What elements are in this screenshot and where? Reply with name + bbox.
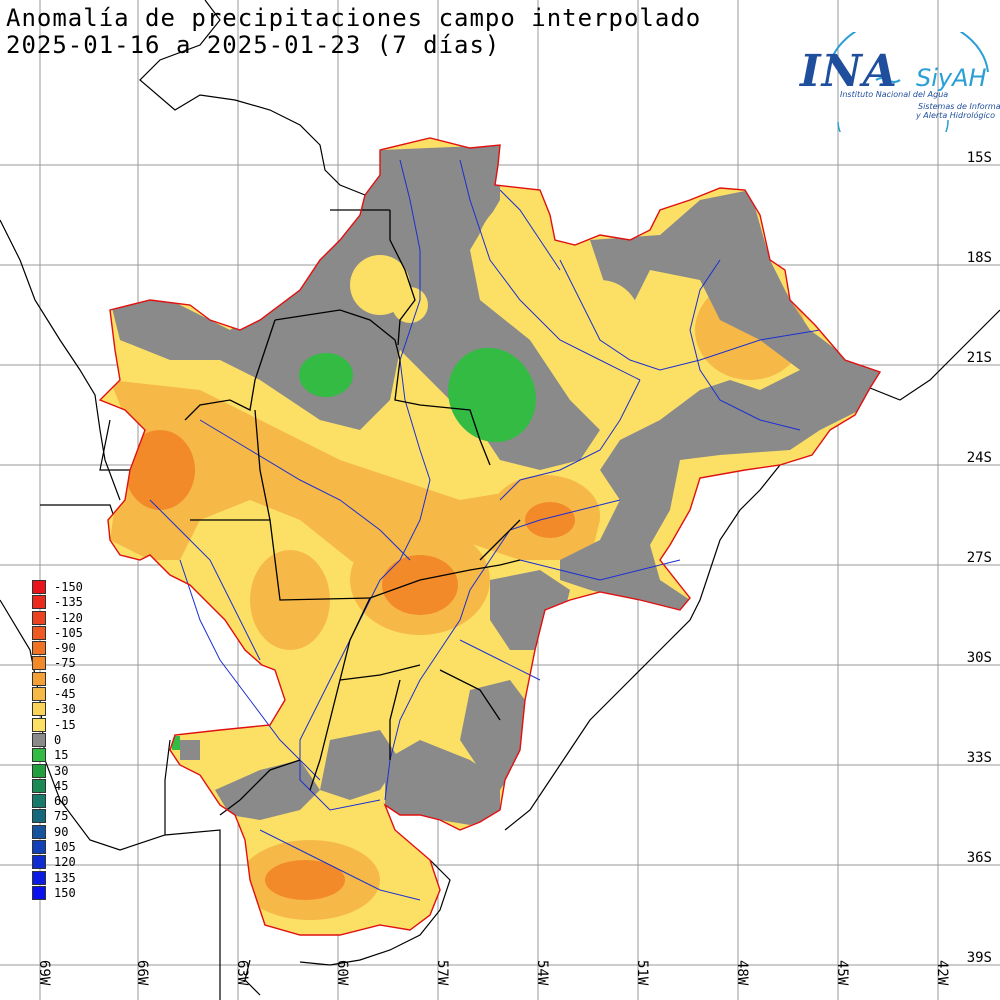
latitude-label: 30S xyxy=(966,650,992,666)
legend-label: -15 xyxy=(54,717,76,732)
legend-label: 75 xyxy=(54,809,69,824)
legend-entry: -135 xyxy=(32,595,92,610)
legend-label: 105 xyxy=(54,840,76,855)
latitude-label: 18S xyxy=(966,250,992,266)
legend-entry: -30 xyxy=(32,702,92,717)
longitude-label: 54W xyxy=(534,960,550,986)
legend-swatch xyxy=(32,840,46,855)
legend-label: 150 xyxy=(54,885,76,900)
logo-swoosh-icon xyxy=(826,32,989,132)
legend-swatch xyxy=(32,732,46,747)
latitude-label: 15S xyxy=(966,150,992,166)
longitude-label: 66W xyxy=(134,960,150,986)
latitude-label: 24S xyxy=(966,450,992,466)
legend-label: 0 xyxy=(54,732,62,747)
legend-entry: 45 xyxy=(32,778,92,794)
legend-entry: 90 xyxy=(32,824,92,840)
legend-swatch xyxy=(32,671,46,686)
longitude-label: 51W xyxy=(634,960,650,986)
legend-swatch xyxy=(32,870,46,885)
legend-entry: -90 xyxy=(32,641,92,656)
legend-label: 15 xyxy=(54,748,69,763)
legend-entry: 30 xyxy=(32,763,92,779)
legend-entry: 135 xyxy=(32,870,92,886)
longitude-label: 45W xyxy=(834,960,850,986)
legend-swatch xyxy=(32,778,46,793)
legend-entry: 15 xyxy=(32,748,92,763)
logo-ina-text: INA xyxy=(800,46,898,97)
legend-label: 60 xyxy=(54,794,69,809)
legend-entry: -75 xyxy=(32,656,92,671)
longitude-label: 60W xyxy=(334,960,350,986)
legend-entry: 120 xyxy=(32,855,92,870)
longitude-label: 69W xyxy=(36,960,52,986)
legend-entry: 150 xyxy=(32,885,92,901)
ina-siyah-logo: INA SiyAH Instituto Nacional del Agua Si… xyxy=(798,32,1000,132)
legend-entry: 0 xyxy=(32,732,92,748)
longitude-label: 63W xyxy=(234,960,250,986)
legend-label: -60 xyxy=(54,671,76,686)
latitude-label: 27S xyxy=(966,550,992,566)
legend-label: -45 xyxy=(54,687,76,702)
legend-entry: 75 xyxy=(32,809,92,824)
legend-swatch xyxy=(32,687,46,702)
legend-swatch xyxy=(32,641,46,656)
logo-siyah-text: SiyAH xyxy=(916,64,987,92)
legend-swatch xyxy=(32,595,46,610)
legend-label: 30 xyxy=(54,763,69,778)
legend-label: -135 xyxy=(54,595,83,610)
legend-entry: -120 xyxy=(32,610,92,626)
legend-label: -120 xyxy=(54,610,83,625)
longitude-label: 57W xyxy=(434,960,450,986)
logo-institute-text: Instituto Nacional del Agua xyxy=(840,90,949,99)
legend-entry: -45 xyxy=(32,687,92,702)
legend-label: -75 xyxy=(54,656,76,671)
legend-swatch xyxy=(32,610,46,625)
rivers xyxy=(149,159,821,901)
legend-swatch xyxy=(32,580,46,594)
legend-entry: 60 xyxy=(32,794,92,809)
legend-entry: 105 xyxy=(32,840,92,855)
logo-system-text: Sistemas de Información xyxy=(918,102,1000,111)
legend-swatch xyxy=(32,763,46,778)
latitude-label: 39S xyxy=(966,950,992,966)
legend-entry: -105 xyxy=(32,625,92,641)
legend-label: 120 xyxy=(54,855,76,870)
latitude-label: 36S xyxy=(966,850,992,866)
legend-label: -30 xyxy=(54,702,76,717)
map-title: Anomalía de precipitaciones campo interp… xyxy=(6,4,702,32)
legend-label: -90 xyxy=(54,641,76,656)
legend-entry: -15 xyxy=(32,717,92,733)
color-legend: -150 -135 -120 -105 -90 -75 -60 -45 -30 -15 0 15 30 4… xyxy=(32,580,92,901)
internal-borders xyxy=(184,209,521,816)
legend-label: 135 xyxy=(54,870,76,885)
legend-swatch xyxy=(32,625,46,640)
legend-swatch xyxy=(32,748,46,763)
latitude-label: 33S xyxy=(966,750,992,766)
legend-swatch xyxy=(32,702,46,717)
longitude-label: 42W xyxy=(934,960,950,986)
legend-swatch xyxy=(32,824,46,839)
longitude-label: 48W xyxy=(734,960,750,986)
legend-swatch xyxy=(32,885,46,900)
legend-entry: -150 xyxy=(32,580,92,595)
legend-label: 90 xyxy=(54,824,69,839)
legend-swatch xyxy=(32,656,46,671)
legend-swatch xyxy=(32,794,46,809)
logo-alert-text: y Alerta Hidrológico xyxy=(916,111,995,120)
map-date-range: 2025-01-16 a 2025-01-23 (7 días) xyxy=(6,31,501,59)
legend-swatch xyxy=(32,809,46,824)
legend-entry: -60 xyxy=(32,671,92,687)
legend-swatch xyxy=(32,717,46,732)
legend-label: -105 xyxy=(54,625,83,640)
legend-swatch xyxy=(32,855,46,870)
legend-label: 45 xyxy=(54,778,69,793)
legend-label: -150 xyxy=(54,580,83,594)
latitude-label: 21S xyxy=(966,350,992,366)
